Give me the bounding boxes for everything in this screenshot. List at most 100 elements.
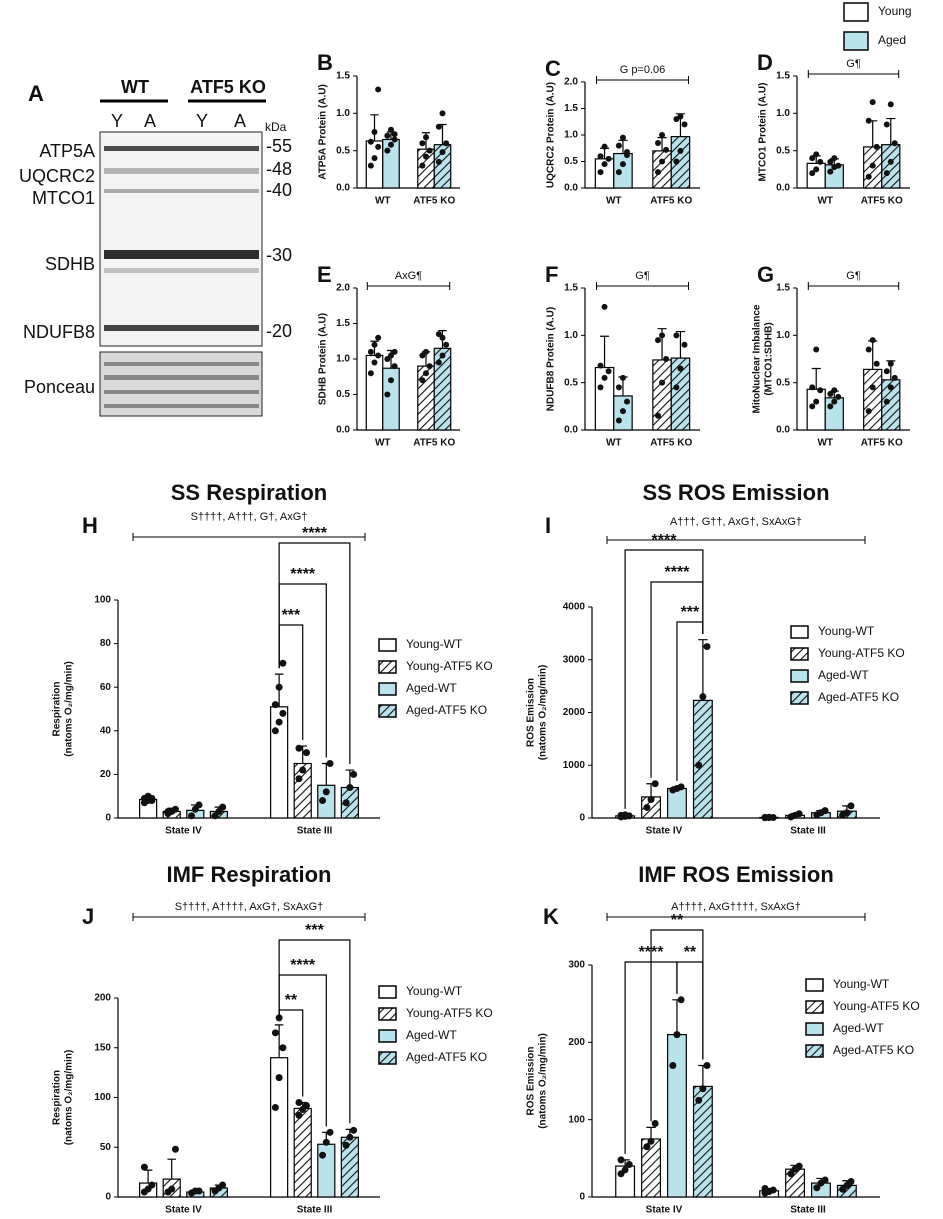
x-tick-label: ATF5 KO <box>650 438 692 449</box>
y-tick-label: 0.5 <box>336 389 350 400</box>
data-point <box>419 140 426 147</box>
legend-label: Aged-ATF5 KO <box>406 703 487 717</box>
data-point <box>195 1187 203 1195</box>
data-point <box>883 368 890 375</box>
data-point <box>387 126 394 133</box>
error-bar <box>868 120 878 147</box>
error-bar <box>811 367 821 390</box>
legend-label: Young <box>878 4 912 18</box>
data-point <box>677 365 684 372</box>
data-point <box>367 162 374 169</box>
data-point <box>423 153 430 160</box>
data-point <box>677 113 684 120</box>
y-axis-label: (natoms O₂/mg/min) <box>538 1033 549 1129</box>
panel-letter: I <box>545 513 551 538</box>
x-tick-label: State IV <box>165 1205 202 1216</box>
data-point <box>171 805 179 813</box>
data-point <box>423 370 430 377</box>
legend-swatch <box>378 985 397 999</box>
data-point <box>621 1166 629 1174</box>
data-point <box>813 398 820 405</box>
annotation-bracket <box>596 282 689 290</box>
y-tick-label: 0.0 <box>336 425 350 436</box>
significance-label: **** <box>652 532 678 549</box>
data-point <box>887 101 894 108</box>
data-point <box>367 138 374 145</box>
data-point <box>765 813 773 821</box>
data-point <box>703 1062 711 1070</box>
data-point <box>769 1186 777 1194</box>
blot-panel: A WT ATF5 KO Y A Y A kDa ATP5A UQCRC2 MT… <box>19 77 292 417</box>
chart-panel: B 0.0 0.5 1.0 1.5 ATP5A Protein (A.U) WT ATF5 K… <box>317 2 912 207</box>
y-tick-label: 60 <box>100 682 112 693</box>
data-point <box>275 683 283 691</box>
data-point <box>659 332 666 339</box>
data-point <box>319 797 327 805</box>
bar <box>652 359 672 431</box>
y-tick-label: 0 <box>105 813 111 824</box>
protein-label: UQCRC2 <box>19 166 95 186</box>
y-tick-label: 100 <box>94 595 111 606</box>
legend-label: Aged-WT <box>818 668 869 682</box>
data-point <box>655 169 662 176</box>
data-point <box>659 132 666 138</box>
data-point <box>271 727 279 735</box>
data-point <box>761 1184 769 1192</box>
significance-label: *** <box>282 607 301 624</box>
significance-label: **** <box>290 957 316 974</box>
data-point <box>869 337 876 344</box>
data-point <box>651 1120 659 1128</box>
bands <box>104 146 259 331</box>
data-point <box>326 760 334 767</box>
data-point <box>655 412 662 419</box>
data-point <box>279 1044 287 1052</box>
data-point <box>601 143 608 150</box>
legend-label: Young-ATF5 KO <box>818 646 905 660</box>
data-point <box>391 131 398 138</box>
data-point <box>813 346 820 353</box>
chart-panel: D 0.0 0.5 1.0 1.5 MTCO1 Protein (A.U) WT ATF5 K… <box>757 50 910 207</box>
data-point <box>322 788 330 796</box>
y-tick-label: 40 <box>100 725 112 736</box>
legend-swatch <box>790 647 809 661</box>
panel-letter: H <box>82 513 98 538</box>
annotation: A†††, G††, AxG†, SxAxG† <box>670 516 802 528</box>
legend-label: Aged-ATF5 KO <box>406 1050 487 1064</box>
data-point <box>299 766 307 774</box>
lane-label: Y <box>196 111 208 131</box>
data-point <box>391 363 398 370</box>
group-label: ATF5 KO <box>190 77 266 97</box>
data-point <box>391 348 398 355</box>
data-point <box>663 356 670 362</box>
data-point <box>168 1185 176 1193</box>
protein-label: SDHB <box>45 254 95 274</box>
legend-label: Aged-ATF5 KO <box>833 1043 914 1057</box>
bar <box>293 1107 312 1198</box>
annotation-bracket <box>807 70 900 78</box>
data-point <box>827 168 834 175</box>
x-tick-label: ATF5 KO <box>413 438 455 449</box>
chart-title: SS Respiration <box>171 480 327 505</box>
chart-panel: I SS ROS Emission 0 1000 2000 3000 4000 ROS Emi… <box>526 480 905 837</box>
data-point <box>883 170 890 177</box>
data-point <box>673 158 680 165</box>
annotation-bracket <box>606 913 866 921</box>
unit-label: kDa <box>265 120 287 134</box>
data-point <box>439 334 446 341</box>
chart-panel: K IMF ROS Emission 0 100 200 300 ROS Emission(… <box>526 862 920 1216</box>
bar <box>666 1033 687 1198</box>
significance-label: ** <box>684 944 697 961</box>
y-tick-label: 0.5 <box>564 377 578 388</box>
data-point <box>326 1128 334 1136</box>
protein-label: ATP5A <box>39 141 95 161</box>
data-point <box>271 701 279 709</box>
legend-swatch <box>805 978 824 992</box>
legend-label: Young-ATF5 KO <box>406 1006 493 1020</box>
significance-bracket <box>624 549 704 809</box>
marker-label: -48 <box>266 159 292 179</box>
y-tick-label: 0.0 <box>776 183 790 194</box>
data-point <box>350 770 358 778</box>
y-tick-label: 20 <box>100 769 112 780</box>
y-tick-label: 100 <box>94 1092 111 1103</box>
chart-title: IMF ROS Emission <box>638 862 834 887</box>
